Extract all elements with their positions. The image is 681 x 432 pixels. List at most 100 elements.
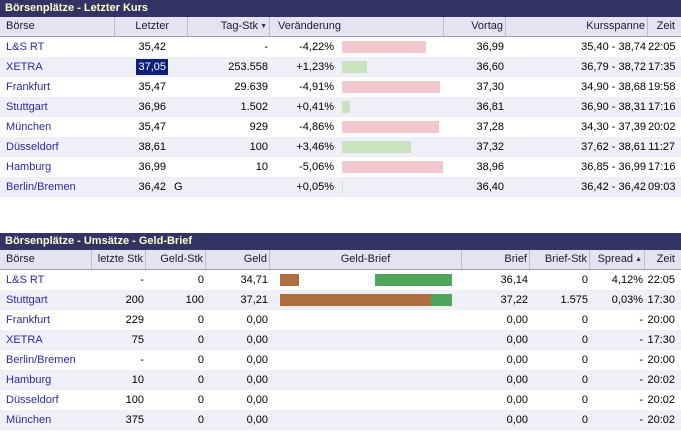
exchange-link[interactable]: Frankfurt (6, 314, 51, 326)
change-bar-cell (336, 57, 444, 77)
bid-price: 0,00 (246, 334, 268, 346)
spread: - (639, 334, 643, 346)
ask-volume: 1.575 (560, 294, 588, 306)
col-header-brief[interactable]: Brief (462, 250, 530, 269)
exchange-cell: Berlin/Bremen (0, 350, 92, 370)
col-header-veraenderung[interactable]: Veränderung (270, 17, 444, 36)
col-header-geld-stk[interactable]: Geld-Stk (146, 250, 206, 269)
ask-price: 0,00 (506, 394, 528, 406)
umsaetze-geld-brief-panel: Börsenplätze - Umsätze - Geld-Brief Börs… (0, 233, 681, 430)
change-bar-cell (336, 137, 444, 157)
price-flag (170, 97, 188, 117)
table-row: XETRA 37,05 253.558 +1,23% 36,60 36,79 -… (0, 57, 681, 77)
exchange-link[interactable]: Hamburg (6, 374, 52, 386)
exchange-cell: Stuttgart (0, 290, 92, 310)
exchange-link[interactable]: Stuttgart (6, 101, 48, 113)
change-bar (342, 81, 440, 93)
col-header-spread[interactable]: Spread ▲ (590, 250, 645, 269)
exchange-cell: Düsseldorf (0, 390, 92, 410)
change-bar-cell (336, 177, 444, 197)
last-price-cell: 35,47 (115, 77, 170, 97)
table-row: Stuttgart 36,96 1.502 +0,41% 36,81 36,90… (0, 97, 681, 117)
exchange-link[interactable]: Hamburg (6, 161, 52, 173)
table-row: Stuttgart 200 100 37,21 37,22 1.575 0,03… (0, 290, 681, 310)
last-price: 35,47 (138, 81, 166, 93)
bid-ask-bar-cell (270, 350, 462, 370)
quote-time: 17:35 (648, 61, 676, 73)
quote-time: 17:16 (648, 101, 676, 113)
table-row: München 35,47 929 -4,86% 37,28 34,30 - 3… (0, 117, 681, 137)
col-header-geld-brief[interactable]: Geld-Brief (270, 250, 462, 269)
ask-volume: 0 (581, 394, 588, 406)
exchange-link[interactable]: München (6, 414, 52, 426)
day-volume: 253.558 (228, 61, 268, 73)
col-header-geld[interactable]: Geld (206, 250, 270, 269)
col-header-letzte-stk[interactable]: letzte Stk (92, 250, 146, 269)
quote-time: 20:00 (647, 354, 675, 366)
day-volume: 1.502 (240, 101, 268, 113)
last-price-cell: 35,47 (115, 117, 170, 137)
price-range: 34,90 - 38,68 (581, 81, 646, 93)
panel-title: Börsenplätze - Umsätze - Geld-Brief (0, 233, 681, 250)
col-header-tag-stk[interactable]: Tag-Stk ▼ (188, 17, 270, 36)
exchange-link[interactable]: XETRA (6, 61, 43, 73)
price-range: 36,90 - 38,31 (581, 101, 646, 113)
ask-volume: 0 (581, 274, 588, 286)
col-header-zeit[interactable]: Zeit (656, 253, 675, 265)
exchange-link[interactable]: XETRA (6, 334, 43, 346)
col-header-boerse[interactable]: Börse (0, 17, 115, 36)
exchange-link[interactable]: L&S RT (6, 274, 45, 286)
bid-volume: 0 (197, 374, 204, 386)
change-bar (342, 41, 426, 53)
exchange-link[interactable]: Stuttgart (6, 294, 48, 306)
bid-volume: 0 (197, 394, 204, 406)
col-header-zeit[interactable]: Zeit (656, 20, 675, 32)
change-bar-cell (336, 117, 444, 137)
exchange-link[interactable]: Frankfurt (6, 81, 51, 93)
exchange-link[interactable]: Düsseldorf (6, 394, 59, 406)
col-header-boerse[interactable]: Börse (0, 250, 92, 269)
exchange-link[interactable]: Düsseldorf (6, 141, 59, 153)
table-row: Berlin/Bremen 36,42 G +0,05% 36,40 36,42… (0, 177, 681, 197)
bid-ask-bar-cell (270, 390, 462, 410)
col-header-label: Tag-Stk (220, 20, 259, 32)
table-row: Düsseldorf 38,61 100 +3,46% 37,32 37,62 … (0, 137, 681, 157)
last-price: 38,61 (138, 141, 166, 153)
change-percent: -4,22% (299, 41, 334, 53)
table-body: L&S RT - 0 34,71 36,14 0 4,12% 22:05 Stu… (0, 270, 681, 430)
change-percent: -4,91% (299, 81, 334, 93)
col-header-label: Spread (597, 253, 634, 265)
exchange-cell: L&S RT (0, 37, 115, 57)
bid-price: 37,21 (240, 294, 268, 306)
col-header-kursspanne[interactable]: Kursspanne (506, 17, 648, 36)
change-bar-cell (336, 37, 444, 57)
day-volume: 100 (249, 141, 268, 153)
bid-ask-bar-cell (270, 310, 462, 330)
table-row: L&S RT - 0 34,71 36,14 0 4,12% 22:05 (0, 270, 681, 290)
table-row: Hamburg 36,99 10 -5,06% 38,96 36,85 - 36… (0, 157, 681, 177)
bid-bar (280, 274, 299, 286)
bid-price: 0,00 (246, 354, 268, 366)
change-percent: +3,46% (296, 141, 334, 153)
col-header-brief-stk[interactable]: Brief-Stk (530, 250, 590, 269)
exchange-link[interactable]: Berlin/Bremen (6, 354, 76, 366)
ask-volume: 0 (581, 354, 588, 366)
col-header-letzter[interactable]: Letzter (115, 17, 188, 36)
exchange-link[interactable]: L&S RT (6, 41, 45, 53)
exchange-link[interactable]: München (6, 121, 52, 133)
change-bar (342, 141, 411, 153)
price-range: 37,62 - 38,61 (581, 141, 646, 153)
price-flag (170, 117, 188, 137)
exchange-link[interactable]: Berlin/Bremen (6, 181, 76, 193)
ask-price: 0,00 (506, 334, 528, 346)
last-price-cell: 36,42 (115, 177, 170, 197)
prev-close: 37,30 (476, 81, 504, 93)
quote-time: 17:16 (648, 161, 676, 173)
ask-volume: 0 (581, 334, 588, 346)
last-volume: - (140, 354, 144, 366)
col-header-vortag[interactable]: Vortag (444, 17, 506, 36)
last-volume: 100 (125, 394, 144, 406)
quote-time: 20:02 (647, 414, 675, 426)
day-volume (188, 177, 270, 197)
panel-title: Börsenplätze - Letzter Kurs (0, 0, 681, 17)
